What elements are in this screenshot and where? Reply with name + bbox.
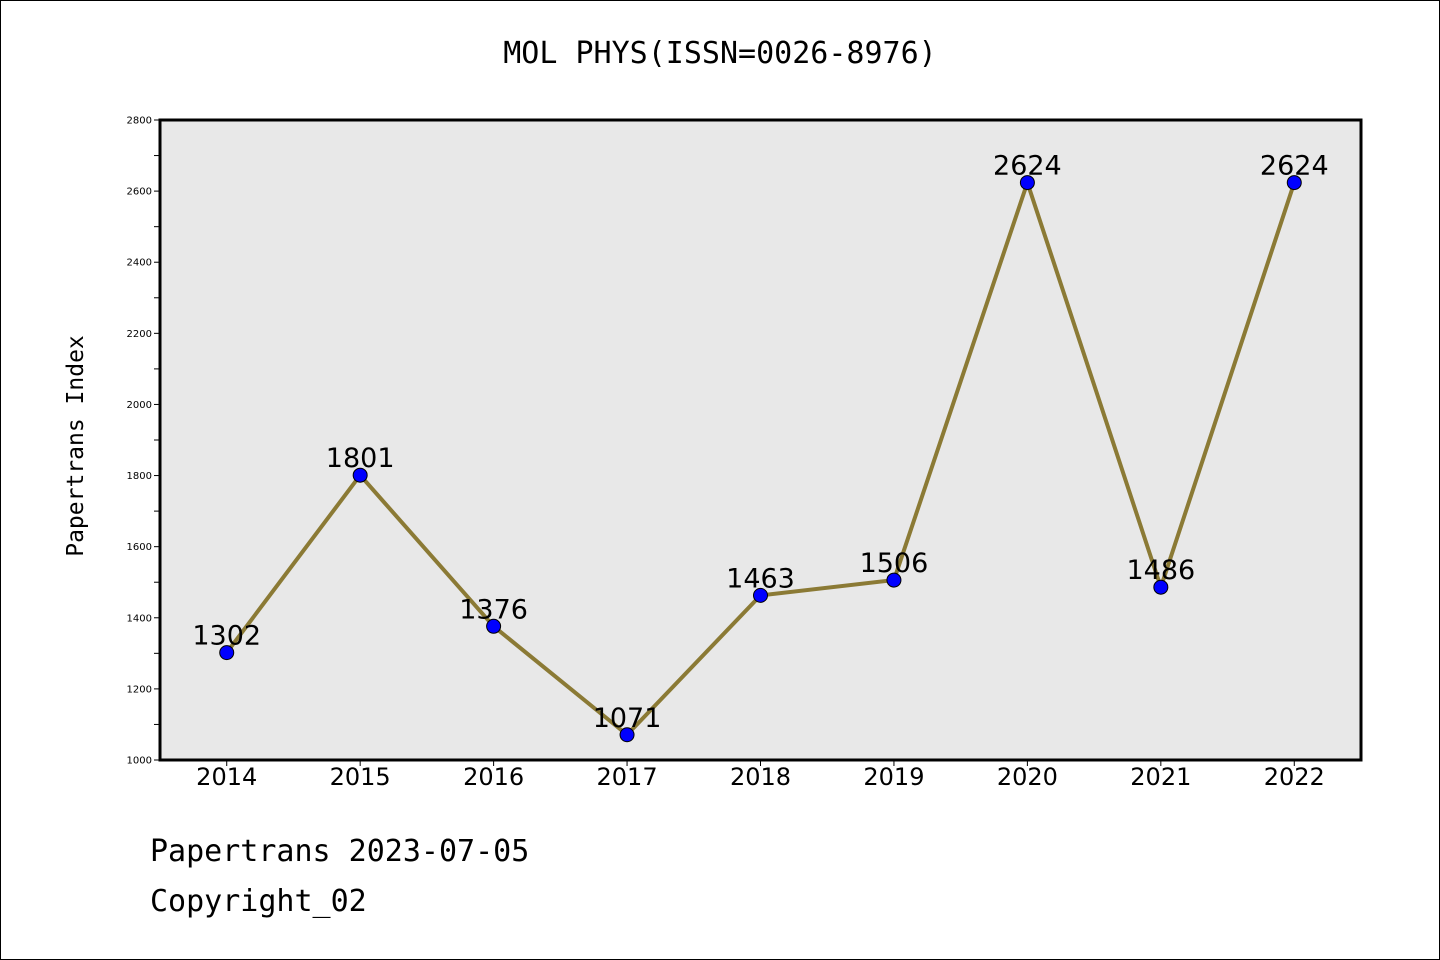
- x-tick-label: 2016: [463, 763, 524, 791]
- y-tick-label: 2200: [127, 329, 152, 340]
- data-point: [486, 618, 502, 634]
- data-point: [1153, 579, 1169, 595]
- data-label: 1302: [192, 621, 261, 652]
- data-label: 2624: [1260, 151, 1329, 182]
- y-tick-label: 1000: [127, 756, 152, 767]
- x-tick-label: 2015: [330, 763, 391, 791]
- data-point: [352, 467, 368, 483]
- y-tick-label: 2800: [127, 116, 152, 127]
- x-tick-label: 2017: [597, 763, 658, 791]
- data-label: 1486: [1126, 555, 1195, 586]
- y-axis: 1000 1200 1400 1600 1800 2000 2200 2400 2600 2800: [127, 116, 160, 767]
- data-point: [1019, 175, 1035, 191]
- data-point: [753, 587, 768, 603]
- plot-area: [160, 120, 1361, 760]
- data-label: 1071: [593, 703, 662, 734]
- x-tick-label: 2021: [1130, 763, 1191, 791]
- data-label: 1376: [459, 594, 528, 625]
- data-labels: 1302 1801 1376 1071 1463 1506 2624 1486 2624: [192, 151, 1328, 734]
- x-tick-label: 2020: [997, 763, 1058, 791]
- plot-border: [158, 118, 1363, 762]
- y-tick-label: 2400: [127, 258, 152, 269]
- data-label: 1801: [326, 443, 395, 474]
- x-tick-label: 2018: [730, 763, 791, 791]
- x-tick-label: 2022: [1264, 763, 1325, 791]
- data-label: 2624: [993, 151, 1062, 182]
- footer-copyright: Copyright_02: [150, 884, 367, 919]
- y-tick-label: 2600: [127, 187, 152, 198]
- chart-title: MOL PHYS(ISSN=0026-8976): [503, 36, 937, 71]
- y-tick-label: 1600: [127, 542, 152, 553]
- data-point: [619, 727, 635, 743]
- data-label: 1463: [726, 563, 795, 594]
- data-label: 1506: [860, 548, 929, 579]
- y-tick-label: 1800: [127, 471, 152, 482]
- data-points: [219, 175, 1302, 743]
- data-point: [219, 645, 235, 661]
- y-tick-label: 1200: [127, 684, 152, 695]
- x-tick-label: 2014: [196, 763, 257, 791]
- data-point: [886, 572, 902, 588]
- data-point: [1286, 175, 1302, 191]
- x-tick-label: 2019: [863, 763, 924, 791]
- x-axis: 2014 2015 2016 2017 2018 2019 2020 2021 2022: [196, 760, 1325, 791]
- footer-date: Papertrans 2023-07-05: [150, 834, 530, 869]
- y-tick-label: 1400: [127, 613, 152, 624]
- y-tick-label: 2000: [127, 400, 152, 411]
